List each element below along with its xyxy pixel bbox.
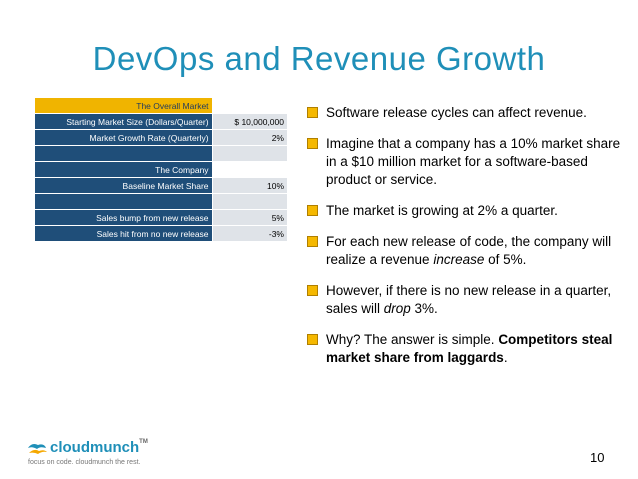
table-label: Market Growth Rate (Quarterly) bbox=[34, 129, 213, 146]
emphasis-text: increase bbox=[433, 252, 485, 267]
table-row: Baseline Market Share 10% bbox=[34, 177, 289, 194]
cloud-logo-icon bbox=[28, 444, 47, 454]
table-row bbox=[34, 193, 289, 210]
bullet-item: Imagine that a company has a 10% market … bbox=[306, 135, 626, 189]
bullet-text: Imagine that a company has a 10% market … bbox=[326, 136, 621, 187]
logo-tagline: focus on code. cloudmunch the rest. bbox=[28, 459, 141, 466]
bullet-text: . bbox=[503, 350, 508, 365]
bullet-text: For each new release of code, the compan… bbox=[326, 234, 612, 267]
table-value bbox=[211, 193, 289, 210]
table-value bbox=[211, 97, 289, 114]
bullet-text: However, if there is no new release in a… bbox=[326, 283, 612, 316]
table-row: Sales hit from no new release -3% bbox=[34, 225, 289, 242]
table-value bbox=[211, 145, 289, 162]
bullet-box-icon bbox=[307, 138, 318, 149]
bullet-text: Software release cycles can affect reven… bbox=[326, 105, 587, 120]
slide-title: DevOps and Revenue Growth bbox=[92, 40, 546, 77]
table-label bbox=[34, 193, 213, 210]
table-row: The Company bbox=[34, 161, 289, 178]
table-label: Sales bump from new release bbox=[34, 209, 213, 226]
table-label: The Company bbox=[34, 161, 213, 178]
bullet-item: The market is growing at 2% a quarter. bbox=[306, 202, 626, 220]
table-row: Starting Market Size (Dollars/Quarter) $… bbox=[34, 113, 289, 130]
bullet-text: The market is growing at 2% a quarter. bbox=[326, 203, 558, 218]
table-row: Market Growth Rate (Quarterly) 2% bbox=[34, 129, 289, 146]
table-label: Baseline Market Share bbox=[34, 177, 213, 194]
bullet-text: 3%. bbox=[410, 301, 438, 316]
table-value: 2% bbox=[211, 129, 289, 146]
table-label bbox=[34, 145, 213, 162]
bullet-list: Software release cycles can affect reven… bbox=[306, 104, 626, 380]
table-label: The Overall Market bbox=[34, 97, 213, 114]
table-label: Starting Market Size (Dollars/Quarter) bbox=[34, 113, 213, 130]
page-number: 10 bbox=[590, 450, 605, 465]
bullet-item: For each new release of code, the compan… bbox=[306, 233, 626, 269]
bullet-box-icon bbox=[307, 285, 318, 296]
table-value: $ 10,000,000 bbox=[211, 113, 289, 130]
bullet-box-icon bbox=[307, 334, 318, 345]
table-value: 5% bbox=[211, 209, 289, 226]
table-value: -3% bbox=[211, 225, 289, 242]
bullet-item: Software release cycles can affect reven… bbox=[306, 104, 626, 122]
table-row: Sales bump from new release 5% bbox=[34, 209, 289, 226]
table-value bbox=[211, 161, 289, 178]
table-row: The Overall Market bbox=[34, 97, 289, 114]
table-label: Sales hit from no new release bbox=[34, 225, 213, 242]
bullet-item: Why? The answer is simple. Competitors s… bbox=[306, 331, 626, 367]
bullet-text: Why? The answer is simple. bbox=[326, 332, 499, 347]
bullet-item: However, if there is no new release in a… bbox=[306, 282, 626, 318]
bullet-box-icon bbox=[307, 107, 318, 118]
market-table: The Overall Market Starting Market Size … bbox=[34, 97, 289, 242]
table-value: 10% bbox=[211, 177, 289, 194]
emphasis-text: drop bbox=[383, 301, 411, 316]
bullet-text: of 5%. bbox=[484, 252, 527, 267]
logo-wordmark: cloudmunchTM bbox=[50, 439, 148, 456]
bullet-box-icon bbox=[307, 236, 318, 247]
bullet-box-icon bbox=[307, 205, 318, 216]
table-row bbox=[34, 145, 289, 162]
strong-text: Competitors steal market share from lagg… bbox=[326, 332, 613, 365]
